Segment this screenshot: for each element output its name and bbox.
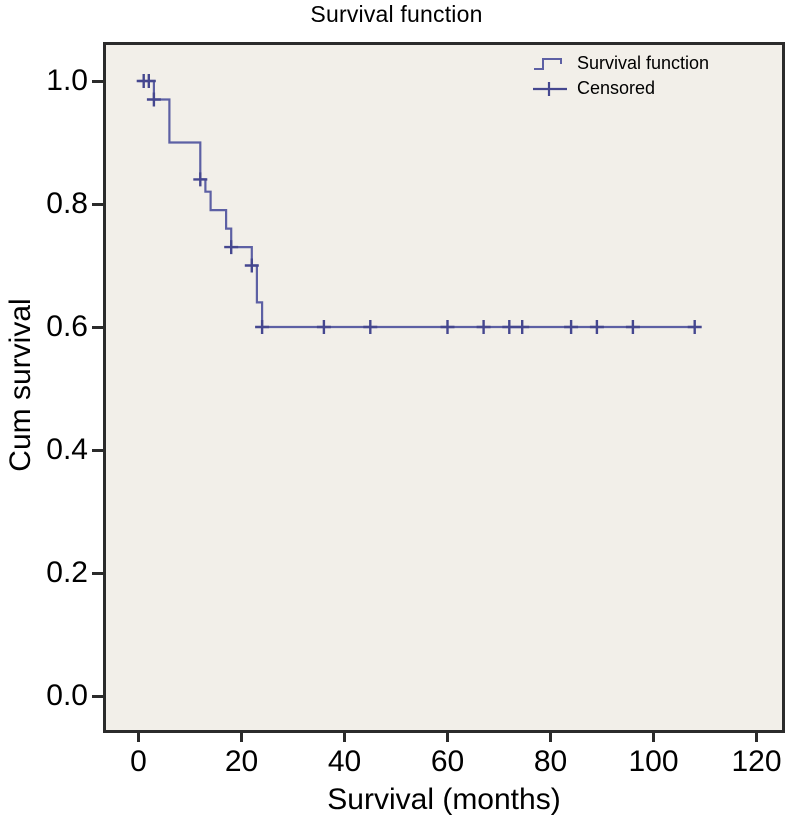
y-tick-label: 0.8 [46, 187, 88, 220]
x-tick-label: 60 [430, 745, 465, 778]
x-axis-title: Survival (months) [327, 783, 561, 816]
plot-area [103, 42, 785, 733]
x-tick-label: 40 [327, 745, 362, 778]
legend: Survival function Censored [532, 51, 709, 101]
y-tick-label: 0.4 [46, 433, 88, 466]
chart-title: Survival function [310, 1, 483, 27]
y-axis-tick [92, 202, 103, 206]
legend-label-survival-function: Survival function [577, 53, 710, 73]
x-tick-label: 100 [628, 745, 679, 778]
y-tick-label: 0.0 [46, 679, 88, 712]
y-tick-label: 0.6 [46, 310, 88, 343]
y-axis-tick [92, 79, 103, 83]
x-axis-tick [240, 733, 243, 742]
censored-plus-icon [533, 81, 567, 96]
x-tick-label: 0 [130, 745, 147, 778]
x-tick-label: 20 [224, 745, 259, 778]
legend-item-survival-function: Survival function [532, 51, 709, 76]
x-tick-label: 120 [731, 745, 782, 778]
y-axis-tick [92, 325, 103, 329]
x-axis-tick [343, 733, 346, 742]
legend-label-censored: Censored [577, 78, 656, 98]
x-axis-tick [652, 733, 655, 742]
x-axis-tick [549, 733, 552, 742]
x-axis-tick [446, 733, 449, 742]
y-axis-tick [92, 571, 103, 575]
x-axis-tick [137, 733, 140, 742]
x-tick-label: 80 [533, 745, 568, 778]
y-axis-tick [92, 448, 103, 452]
legend-item-censored: Censored [532, 76, 709, 101]
x-axis-tick [755, 733, 758, 742]
y-tick-label: 1.0 [46, 64, 88, 97]
y-axis-tick [92, 694, 103, 698]
y-tick-label: 0.2 [46, 556, 88, 589]
step-line-icon [534, 57, 562, 70]
